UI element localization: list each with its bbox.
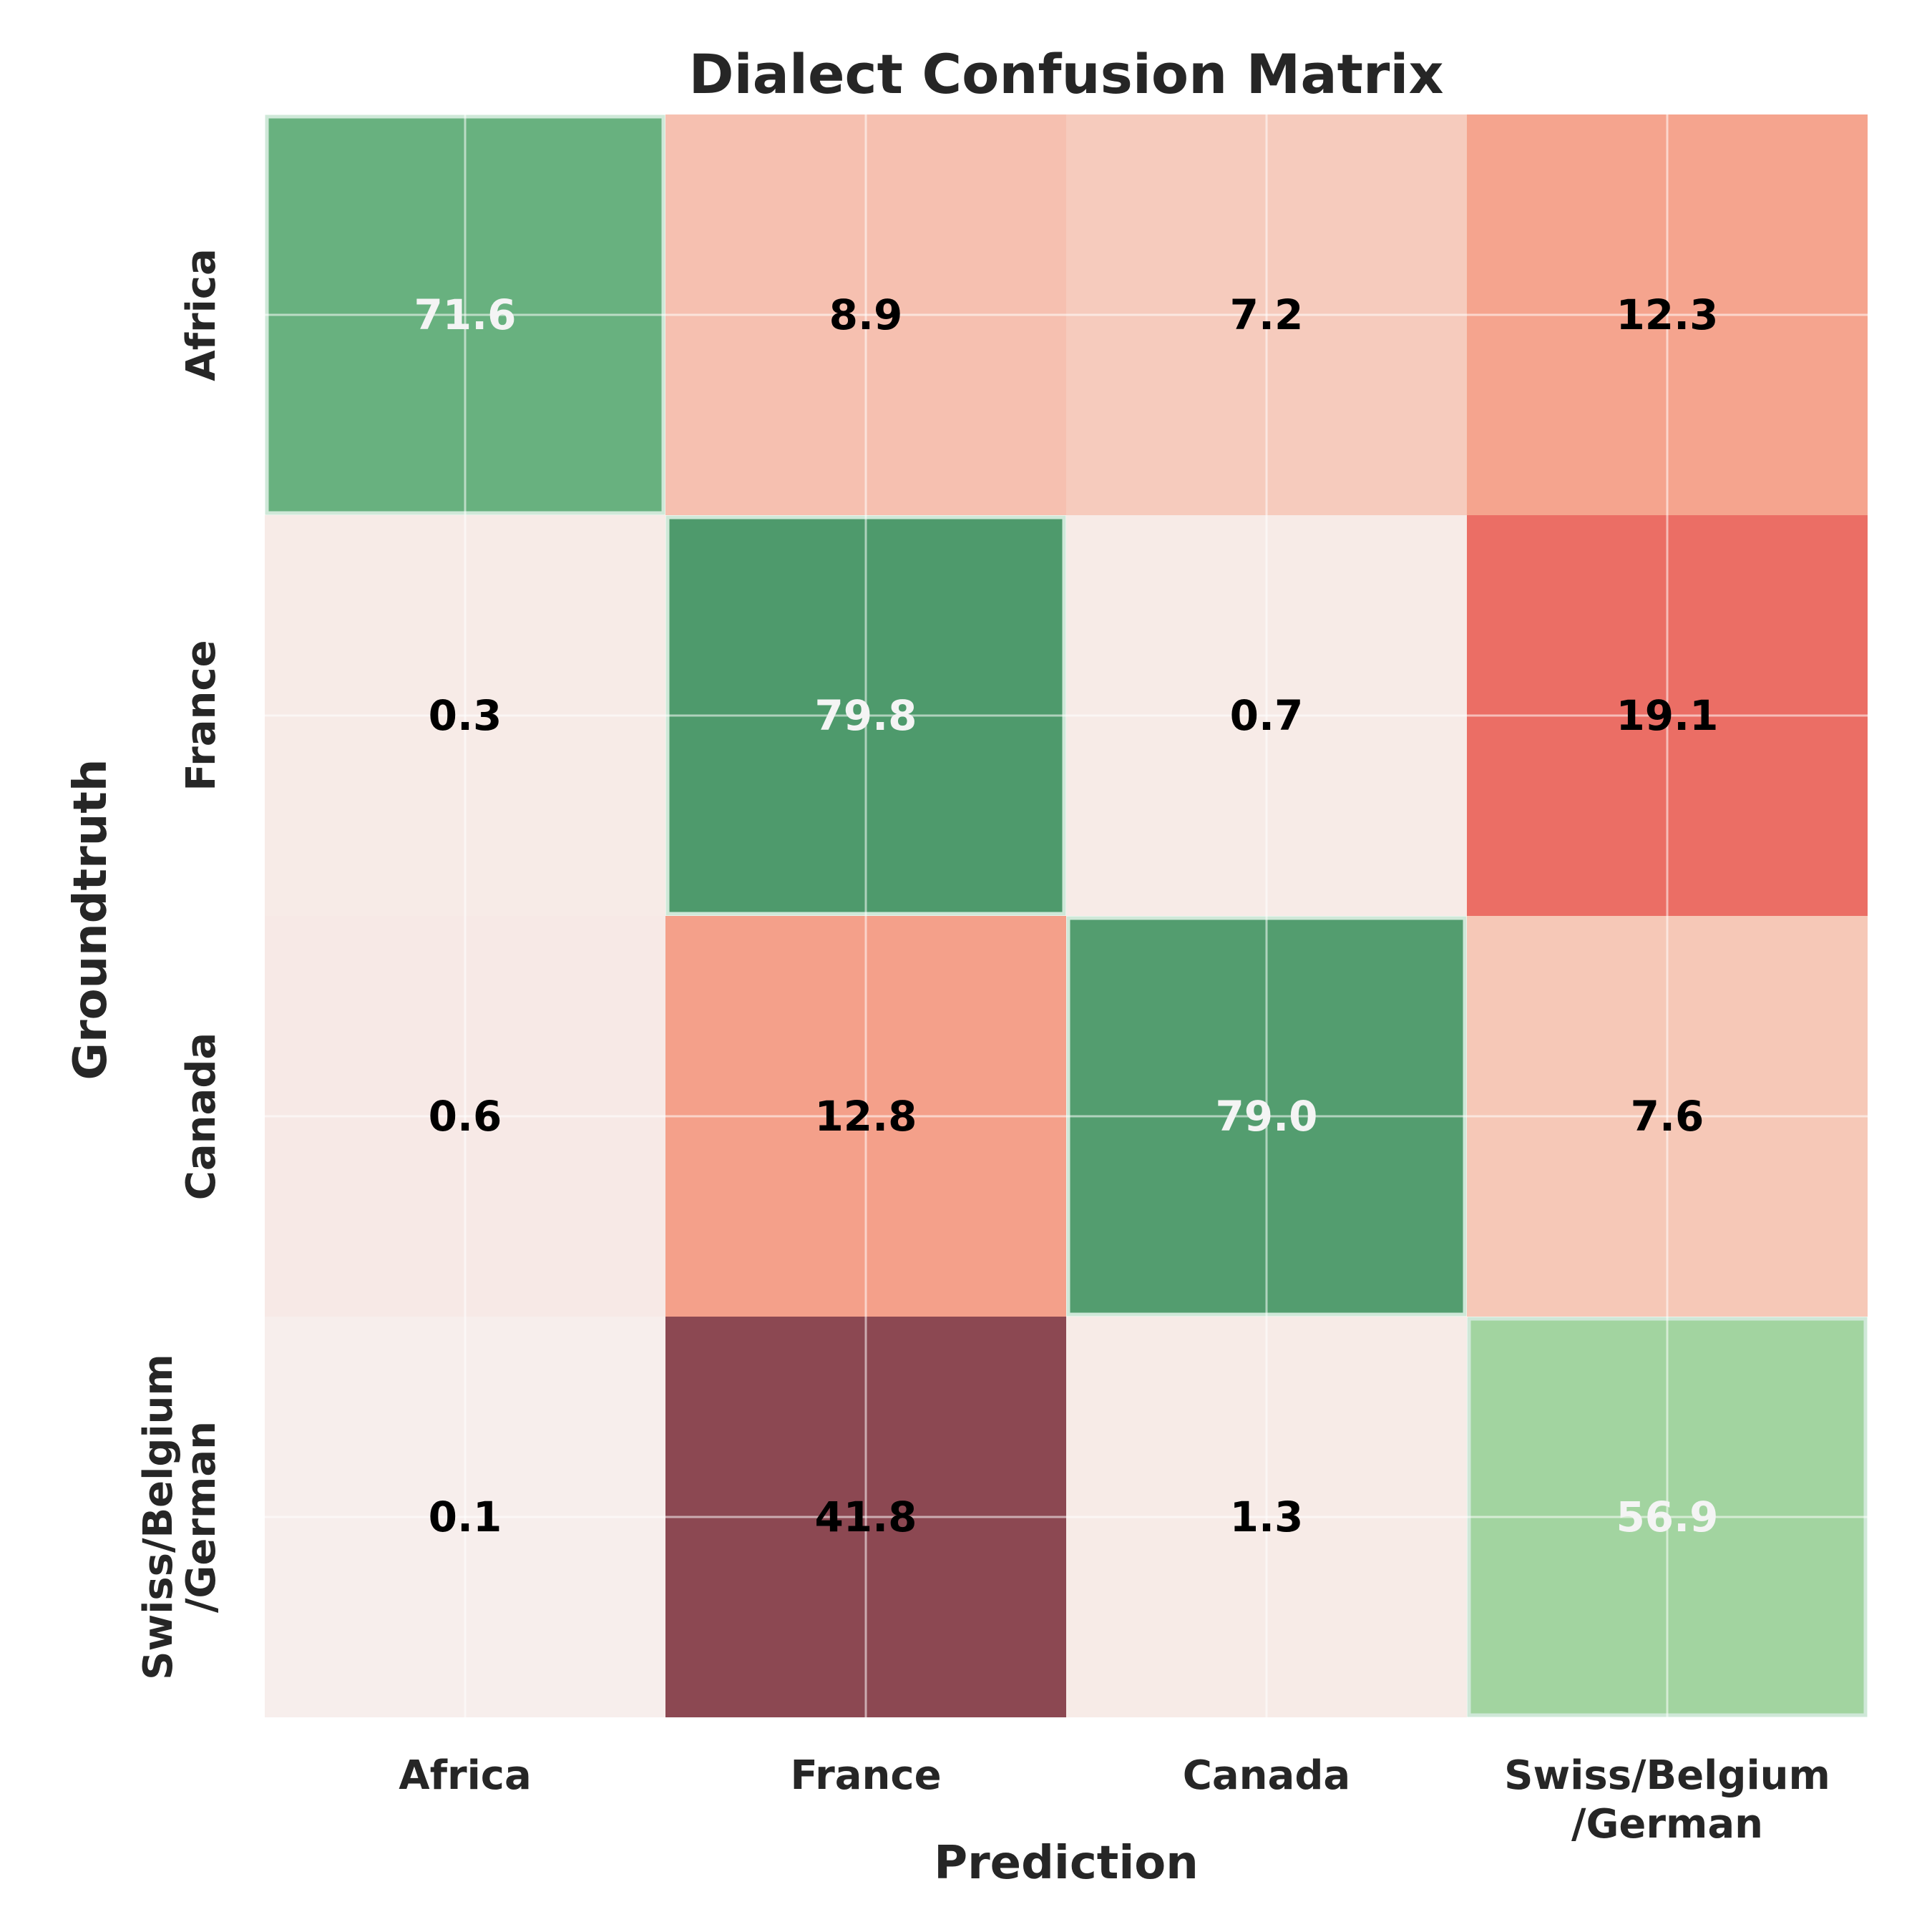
cell-value-canada-swiss-belgium-german: 7.6 [1631, 1092, 1704, 1141]
x-tick-swiss-belgium-german: Swiss/Belgium/German [1504, 1752, 1830, 1848]
x-tick-labels: Africa France Canada Swiss/Belgium/German [399, 1752, 1830, 1848]
cell-value-labels: 71.6 8.9 7.2 12.3 0.3 79.8 0.7 19.1 0.6 12.8 79.0 7… [414, 291, 1718, 1541]
cell-value-swiss-belgium-german-africa: 0.1 [429, 1493, 502, 1541]
cell-value-canada-africa: 0.6 [429, 1092, 502, 1141]
cell-value-canada-canada: 79.0 [1215, 1092, 1317, 1141]
y-tick-swiss-belgium-german: Swiss/Belgium/German [135, 1354, 225, 1680]
cell-value-africa-canada: 7.2 [1230, 291, 1304, 339]
x-tick-africa: Africa [399, 1752, 532, 1799]
cell-value-france-france: 79.8 [814, 691, 917, 740]
y-tick-labels: Africa France Canada Swiss/Belgium/German [135, 248, 225, 1680]
heatmap-cells [265, 114, 1868, 1717]
x-tick-france: France [790, 1752, 941, 1799]
cell-value-africa-france: 8.9 [829, 291, 903, 339]
y-axis-label: Groundtruth [64, 759, 117, 1080]
cell-value-france-swiss-belgium-german: 19.1 [1616, 691, 1718, 740]
y-tick-africa: Africa [178, 248, 225, 381]
x-tick-canada: Canada [1183, 1752, 1350, 1799]
x-axis-label: Prediction [934, 1837, 1199, 1890]
y-tick-france: France [178, 640, 225, 791]
y-tick-canada: Canada [178, 1033, 225, 1200]
cell-value-africa-africa: 71.6 [414, 291, 516, 339]
cell-value-africa-swiss-belgium-german: 12.3 [1616, 291, 1718, 339]
cell-value-swiss-belgium-german-france: 41.8 [814, 1493, 917, 1541]
chart-title: Dialect Confusion Matrix [689, 42, 1444, 106]
cell-value-france-africa: 0.3 [429, 691, 502, 740]
heatmap-gridlines [265, 114, 1868, 1717]
cell-value-swiss-belgium-german-swiss-belgium-german: 56.9 [1616, 1493, 1718, 1541]
cell-value-swiss-belgium-german-canada: 1.3 [1230, 1493, 1304, 1541]
cell-value-france-canada: 0.7 [1230, 691, 1304, 740]
cell-value-canada-france: 12.8 [814, 1092, 917, 1141]
